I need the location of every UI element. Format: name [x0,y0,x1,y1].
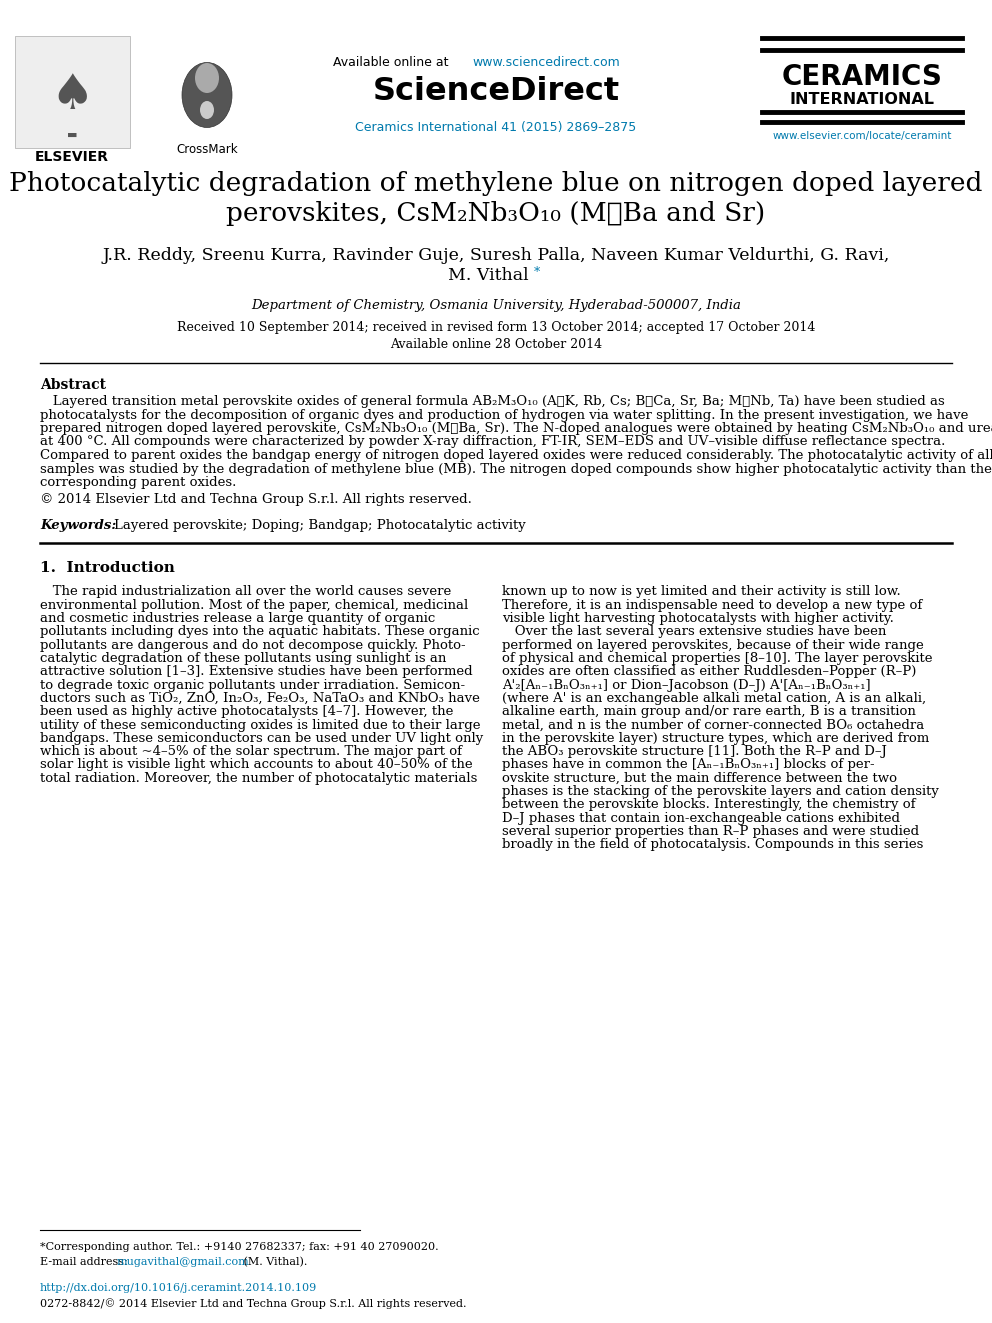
Text: at 400 °C. All compounds were characterized by powder X-ray diffraction, FT-IR, : at 400 °C. All compounds were characteri… [40,435,945,448]
Text: ductors such as TiO₂, ZnO, In₂O₃, Fe₂O₃, NaTaO₃ and KNbO₃ have: ductors such as TiO₂, ZnO, In₂O₃, Fe₂O₃,… [40,692,480,705]
Ellipse shape [200,101,214,119]
Text: Layered transition metal perovskite oxides of general formula AB₂M₃O₁₀ (A＝K, Rb,: Layered transition metal perovskite oxid… [40,396,944,407]
Text: the ABO₃ perovskite structure [11]. Both the R–P and D–J: the ABO₃ perovskite structure [11]. Both… [502,745,887,758]
Text: Over the last several years extensive studies have been: Over the last several years extensive st… [502,626,887,639]
Text: been used as highly active photocatalysts [4–7]. However, the: been used as highly active photocatalyst… [40,705,453,718]
Text: Available online at: Available online at [333,56,452,69]
Text: Received 10 September 2014; received in revised form 13 October 2014; accepted 1: Received 10 September 2014; received in … [177,321,815,335]
Text: known up to now is yet limited and their activity is still low.: known up to now is yet limited and their… [502,586,901,598]
Text: D–J phases that contain ion-exchangeable cations exhibited: D–J phases that contain ion-exchangeable… [502,811,900,824]
Text: Ceramics International 41 (2015) 2869–2875: Ceramics International 41 (2015) 2869–28… [355,122,637,135]
Text: performed on layered perovskites, because of their wide range: performed on layered perovskites, becaus… [502,639,924,652]
Text: and cosmetic industries release a large quantity of organic: and cosmetic industries release a large … [40,613,435,624]
Text: A'₂[Aₙ₋₁BₙO₃ₙ₊₁] or Dion–Jacobson (D–J) A'[Aₙ₋₁BₙO₃ₙ₊₁]: A'₂[Aₙ₋₁BₙO₃ₙ₊₁] or Dion–Jacobson (D–J) … [502,679,871,692]
Text: visible light harvesting photocatalysts with higher activity.: visible light harvesting photocatalysts … [502,613,894,624]
Text: ovskite structure, but the main difference between the two: ovskite structure, but the main differen… [502,771,897,785]
Text: alkaline earth, main group and/or rare earth, B is a transition: alkaline earth, main group and/or rare e… [502,705,916,718]
Text: *Corresponding author. Tel.: +9140 27682337; fax: +91 40 27090020.: *Corresponding author. Tel.: +9140 27682… [40,1242,438,1252]
Text: environmental pollution. Most of the paper, chemical, medicinal: environmental pollution. Most of the pap… [40,599,468,611]
Text: http://dx.doi.org/10.1016/j.ceramint.2014.10.109: http://dx.doi.org/10.1016/j.ceramint.201… [40,1283,317,1293]
Text: (where A' is an exchangeable alkali metal cation, A is an alkali,: (where A' is an exchangeable alkali meta… [502,692,927,705]
Text: between the perovskite blocks. Interestingly, the chemistry of: between the perovskite blocks. Interesti… [502,798,916,811]
Text: metal, and n is the number of corner-connected BO₆ octahedra: metal, and n is the number of corner-con… [502,718,925,732]
Text: www.sciencedirect.com: www.sciencedirect.com [472,56,620,69]
Text: broadly in the field of photocatalysis. Compounds in this series: broadly in the field of photocatalysis. … [502,839,924,851]
Text: phases is the stacking of the perovskite layers and cation density: phases is the stacking of the perovskite… [502,785,938,798]
Text: Keywords:: Keywords: [40,519,116,532]
Bar [15,36,130,148]
Text: Compared to parent oxides the bandgap energy of nitrogen doped layered oxides we: Compared to parent oxides the bandgap en… [40,448,992,462]
Text: ♠: ♠ [51,71,94,119]
Text: CrossMark: CrossMark [177,143,238,156]
Text: perovskites, CsM₂Nb₃O₁₀ (M＝Ba and Sr): perovskites, CsM₂Nb₃O₁₀ (M＝Ba and Sr) [226,201,766,225]
Text: M. Vithal: M. Vithal [447,266,529,283]
Text: 1.  Introduction: 1. Introduction [40,561,175,574]
Text: ScienceDirect: ScienceDirect [372,77,620,107]
Text: corresponding parent oxides.: corresponding parent oxides. [40,476,236,490]
Text: oxides are often classified as either Ruddlesden–Popper (R–P): oxides are often classified as either Ru… [502,665,917,679]
Text: Therefore, it is an indispensable need to develop a new type of: Therefore, it is an indispensable need t… [502,599,923,611]
Text: Photocatalytic degradation of methylene blue on nitrogen doped layered: Photocatalytic degradation of methylene … [9,172,983,197]
Text: ▬: ▬ [66,130,77,140]
Text: several superior properties than R–P phases and were studied: several superior properties than R–P pha… [502,826,920,837]
Text: pollutants are dangerous and do not decompose quickly. Photo-: pollutants are dangerous and do not deco… [40,639,465,652]
Ellipse shape [195,64,219,93]
Text: The rapid industrialization all over the world causes severe: The rapid industrialization all over the… [40,586,451,598]
Text: utility of these semiconducting oxides is limited due to their large: utility of these semiconducting oxides i… [40,718,480,732]
Text: CERAMICS: CERAMICS [782,64,942,91]
Text: solar light is visible light which accounts to about 40–50% of the: solar light is visible light which accou… [40,758,472,771]
Text: phases have in common the [Aₙ₋₁BₙO₃ₙ₊₁] blocks of per-: phases have in common the [Aₙ₋₁BₙO₃ₙ₊₁] … [502,758,875,771]
Text: total radiation. Moreover, the number of photocatalytic materials: total radiation. Moreover, the number of… [40,771,477,785]
Text: © 2014 Elsevier Ltd and Techna Group S.r.l. All rights reserved.: © 2014 Elsevier Ltd and Techna Group S.r… [40,493,472,507]
Text: photocatalysts for the decomposition of organic dyes and production of hydrogen : photocatalysts for the decomposition of … [40,409,968,422]
Text: J.R. Reddy, Sreenu Kurra, Ravinder Guje, Suresh Palla, Naveen Kumar Veldurthi, G: J.R. Reddy, Sreenu Kurra, Ravinder Guje,… [102,246,890,263]
Text: (M. Vithal).: (M. Vithal). [240,1257,308,1267]
Text: ELSEVIER: ELSEVIER [35,149,109,164]
Text: catalytic degradation of these pollutants using sunlight is an: catalytic degradation of these pollutant… [40,652,446,665]
Text: 0272-8842/© 2014 Elsevier Ltd and Techna Group S.r.l. All rights reserved.: 0272-8842/© 2014 Elsevier Ltd and Techna… [40,1298,466,1308]
Text: E-mail address:: E-mail address: [40,1257,131,1267]
Text: Layered perovskite; Doping; Bandgap; Photocatalytic activity: Layered perovskite; Doping; Bandgap; Pho… [114,519,526,532]
Text: *: * [534,266,541,279]
Text: in the perovskite layer) structure types, which are derived from: in the perovskite layer) structure types… [502,732,930,745]
Ellipse shape [182,62,232,127]
Text: www.elsevier.com/locate/ceramint: www.elsevier.com/locate/ceramint [773,131,951,142]
Text: to degrade toxic organic pollutants under irradiation. Semicon-: to degrade toxic organic pollutants unde… [40,679,465,692]
Text: INTERNATIONAL: INTERNATIONAL [790,91,934,106]
Text: which is about ~4–5% of the solar spectrum. The major part of: which is about ~4–5% of the solar spectr… [40,745,462,758]
Text: pollutants including dyes into the aquatic habitats. These organic: pollutants including dyes into the aquat… [40,626,479,639]
Text: Abstract: Abstract [40,378,106,392]
Text: Available online 28 October 2014: Available online 28 October 2014 [390,337,602,351]
Text: Department of Chemistry, Osmania University, Hyderabad-500007, India: Department of Chemistry, Osmania Univers… [251,299,741,311]
Text: mugavithal@gmail.com: mugavithal@gmail.com [117,1257,250,1267]
Text: attractive solution [1–3]. Extensive studies have been performed: attractive solution [1–3]. Extensive stu… [40,665,472,679]
Text: prepared nitrogen doped layered perovskite, CsM₂Nb₃O₁₀ (M＝Ba, Sr). The N-doped a: prepared nitrogen doped layered perovski… [40,422,992,435]
Text: samples was studied by the degradation of methylene blue (MB). The nitrogen dope: samples was studied by the degradation o… [40,463,992,475]
Text: bandgaps. These semiconductors can be used under UV light only: bandgaps. These semiconductors can be us… [40,732,483,745]
Text: of physical and chemical properties [8–10]. The layer perovskite: of physical and chemical properties [8–1… [502,652,932,665]
